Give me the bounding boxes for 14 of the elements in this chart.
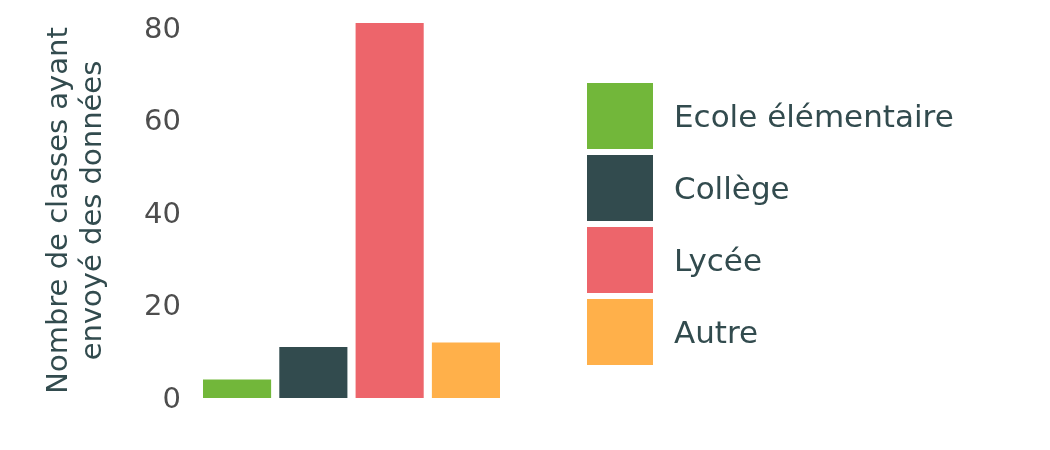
y-tick-label: 40 [144, 195, 181, 230]
bar [431, 342, 500, 398]
bar [203, 379, 272, 398]
legend-label: Lycée [674, 242, 762, 278]
legend-label: Autre [674, 314, 759, 350]
y-tick-label: 60 [144, 103, 181, 138]
y-tick-label: 80 [144, 10, 181, 45]
bar [279, 347, 348, 398]
y-axis-title: Nombre de classes ayant envoyé des données [40, 27, 108, 394]
y-tick-label: 20 [144, 288, 181, 323]
legend-label: Ecole élémentaire [674, 98, 954, 134]
legend-label: Collège [674, 170, 790, 206]
y-tick-label: 0 [162, 381, 181, 415]
bar [355, 23, 424, 398]
